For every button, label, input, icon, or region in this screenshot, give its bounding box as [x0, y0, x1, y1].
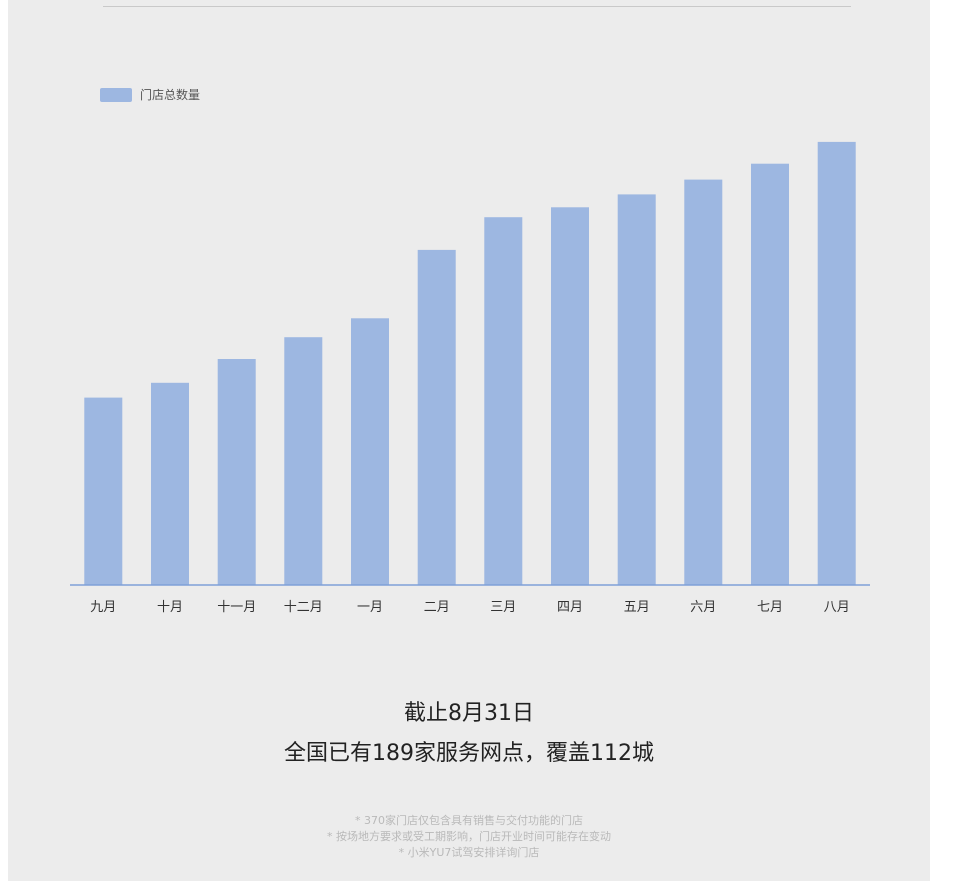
bar-8 — [551, 207, 589, 586]
chart-panel: 门店总数量 九月 十月 十一月 十二月 一月 二月 三月 四月 五月 六月 七月 八月 截止8月31日… — [8, 0, 930, 881]
bar-11 — [751, 163, 789, 585]
legend-label: 门店总数量 — [140, 88, 201, 102]
bar-6 — [417, 249, 456, 585]
x-tick-label: 六月 — [690, 600, 716, 615]
x-tick-label: 十月 — [157, 600, 183, 615]
x-tick-label: 一月 — [357, 600, 383, 615]
bar-2 — [151, 382, 189, 585]
bar-3 — [217, 359, 256, 585]
x-tick-label: 七月 — [757, 600, 783, 615]
bar-12 — [817, 141, 856, 585]
bar-1 — [84, 397, 123, 585]
x-tick-label: 九月 — [90, 600, 116, 615]
footnote: * 370家门店仅包含具有销售与交付功能的门店 — [355, 814, 583, 827]
bar-9 — [617, 194, 656, 585]
x-tick-label: 二月 — [424, 600, 450, 615]
top-divider — [103, 6, 851, 7]
x-tick-label: 八月 — [824, 600, 850, 615]
x-tick-label: 四月 — [557, 600, 583, 615]
bar-10 — [684, 179, 723, 585]
footnotes: * 370家门店仅包含具有销售与交付功能的门店 * 按场地方要求或受工期影响，门… — [8, 813, 930, 861]
x-tick-label: 五月 — [624, 600, 650, 615]
x-tick-label: 三月 — [490, 600, 516, 615]
bar-7 — [484, 217, 523, 585]
bar-chart: 九月 十月 十一月 十二月 一月 二月 三月 四月 五月 六月 七月 八月 — [70, 141, 870, 615]
chart-legend: 门店总数量 — [100, 86, 200, 103]
headline-summary: 全国已有189家服务网点，覆盖112城 — [284, 741, 654, 766]
x-tick-label: 十二月 — [284, 600, 323, 615]
bar-4 — [284, 337, 323, 585]
footnote: * 小米YU7试驾安排详询门店 — [398, 846, 540, 859]
legend-swatch — [100, 87, 132, 102]
headline-date: 截止8月31日 — [404, 701, 534, 726]
footnote: * 按场地方要求或受工期影响，门店开业时间可能存在变动 — [327, 830, 611, 843]
bar-5 — [351, 318, 389, 585]
x-tick-label: 十一月 — [217, 600, 256, 615]
